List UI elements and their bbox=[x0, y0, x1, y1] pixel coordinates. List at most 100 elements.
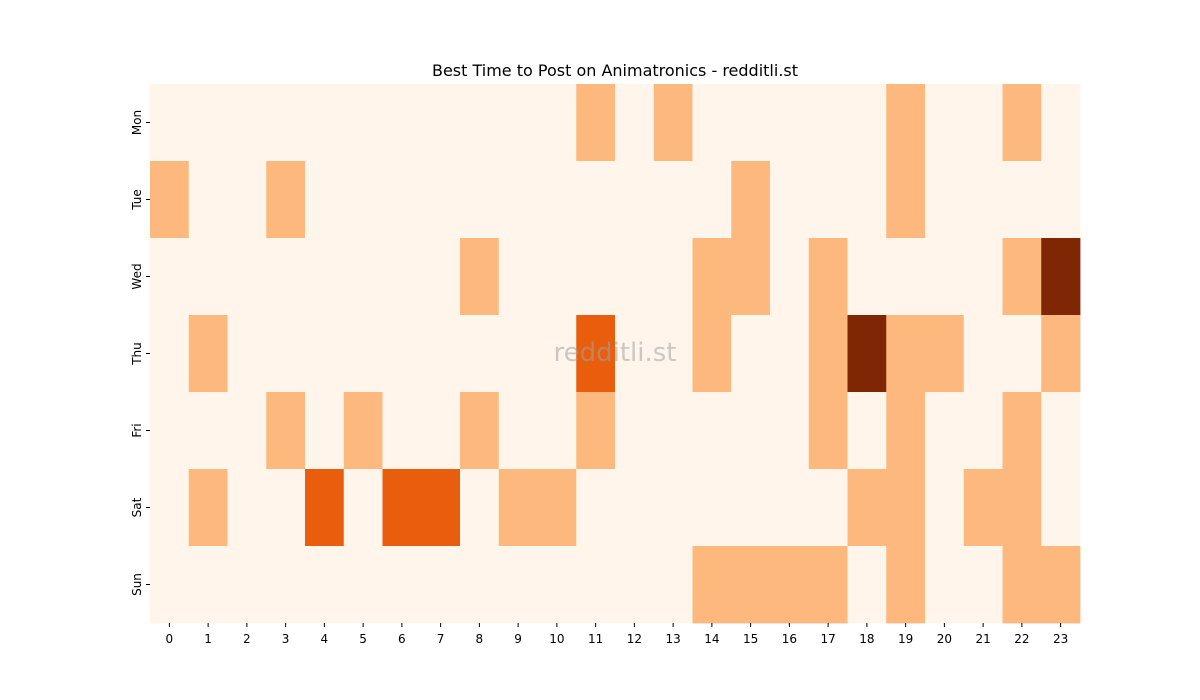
heatmap-cell-wed-23 bbox=[1041, 238, 1081, 316]
y-tick-label: Mon bbox=[130, 110, 144, 135]
x-tick-label: 17 bbox=[820, 632, 835, 646]
heatmap-cell-mon-8 bbox=[460, 84, 500, 162]
heatmap-cell-tue-10 bbox=[537, 161, 577, 239]
heatmap-cell-sat-15 bbox=[731, 469, 771, 547]
heatmap-cell-wed-17 bbox=[808, 238, 848, 316]
heatmap-cell-thu-14 bbox=[692, 315, 732, 393]
heatmap-cell-sun-21 bbox=[963, 546, 1003, 624]
heatmap-cell-tue-22 bbox=[1002, 161, 1042, 239]
heatmap-cell-wed-7 bbox=[421, 238, 461, 316]
x-tick-label: 4 bbox=[321, 632, 329, 646]
heatmap-cell-wed-3 bbox=[266, 238, 306, 316]
heatmap-cell-wed-16 bbox=[770, 238, 810, 316]
heatmap-cell-sat-22 bbox=[1002, 469, 1042, 547]
heatmap-cell-mon-9 bbox=[498, 84, 538, 162]
heatmap-cell-fri-19 bbox=[886, 392, 926, 470]
heatmap-cell-mon-10 bbox=[537, 84, 577, 162]
heatmap-cell-thu-20 bbox=[925, 315, 965, 393]
heatmap-cell-sun-11 bbox=[576, 546, 616, 624]
heatmap-cell-sun-16 bbox=[770, 546, 810, 624]
heatmap-cell-thu-13 bbox=[653, 315, 693, 393]
heatmap-cell-mon-18 bbox=[847, 84, 887, 162]
x-tick-label: 7 bbox=[437, 632, 445, 646]
heatmap-cell-fri-21 bbox=[963, 392, 1003, 470]
heatmap-cell-sat-8 bbox=[460, 469, 500, 547]
heatmap-cell-fri-12 bbox=[615, 392, 655, 470]
heatmap-cell-tue-23 bbox=[1041, 161, 1081, 239]
x-tick-label: 1 bbox=[204, 632, 212, 646]
x-tick-label: 9 bbox=[514, 632, 522, 646]
heatmap-cell-fri-10 bbox=[537, 392, 577, 470]
heatmap-cell-fri-17 bbox=[808, 392, 848, 470]
heatmap-cell-sat-23 bbox=[1041, 469, 1081, 547]
heatmap-cell-tue-7 bbox=[421, 161, 461, 239]
heatmap-cell-mon-19 bbox=[886, 84, 926, 162]
heatmap-cell-sat-3 bbox=[266, 469, 306, 547]
heatmap-cell-wed-21 bbox=[963, 238, 1003, 316]
heatmap-cell-tue-20 bbox=[925, 161, 965, 239]
heatmap-cell-sun-3 bbox=[266, 546, 306, 624]
heatmap-cell-mon-11 bbox=[576, 84, 616, 162]
x-tick-label: 20 bbox=[937, 632, 952, 646]
watermark-text: redditli.st bbox=[554, 338, 677, 368]
heatmap-cell-fri-4 bbox=[305, 392, 345, 470]
x-tick-label: 19 bbox=[898, 632, 913, 646]
heatmap-cell-thu-4 bbox=[305, 315, 345, 393]
x-tick-label: 2 bbox=[243, 632, 251, 646]
heatmap-cell-wed-9 bbox=[498, 238, 538, 316]
heatmap-cell-sat-14 bbox=[692, 469, 732, 547]
heatmap-cell-tue-18 bbox=[847, 161, 887, 239]
heatmap-cell-mon-2 bbox=[227, 84, 267, 162]
x-tick-label: 23 bbox=[1053, 632, 1068, 646]
heatmap-cell-tue-16 bbox=[770, 161, 810, 239]
x-tick-label: 11 bbox=[588, 632, 603, 646]
chart-title: Best Time to Post on Animatronics - redd… bbox=[432, 61, 798, 80]
y-tick-label: Thu bbox=[130, 342, 144, 366]
heatmap-cell-wed-10 bbox=[537, 238, 577, 316]
heatmap-cell-wed-2 bbox=[227, 238, 267, 316]
heatmap-cell-tue-6 bbox=[382, 161, 422, 239]
x-tick-label: 15 bbox=[743, 632, 758, 646]
heatmap-cell-fri-1 bbox=[188, 392, 228, 470]
heatmap-cell-wed-22 bbox=[1002, 238, 1042, 316]
heatmap-cell-fri-13 bbox=[653, 392, 693, 470]
heatmap-cell-sun-1 bbox=[188, 546, 228, 624]
heatmap-cell-mon-6 bbox=[382, 84, 422, 162]
heatmap-cell-fri-5 bbox=[343, 392, 383, 470]
heatmap-cell-sun-23 bbox=[1041, 546, 1081, 624]
heatmap-cell-fri-15 bbox=[731, 392, 771, 470]
heatmap-cell-sun-0 bbox=[150, 546, 190, 624]
heatmap-cell-tue-19 bbox=[886, 161, 926, 239]
heatmap-cell-sun-10 bbox=[537, 546, 577, 624]
heatmap-cell-wed-5 bbox=[343, 238, 383, 316]
x-tick-label: 22 bbox=[1014, 632, 1029, 646]
heatmap-cell-wed-15 bbox=[731, 238, 771, 316]
heatmap-cell-sun-17 bbox=[808, 546, 848, 624]
heatmap-cell-fri-18 bbox=[847, 392, 887, 470]
heatmap-cell-sun-8 bbox=[460, 546, 500, 624]
heatmap-cell-sat-4 bbox=[305, 469, 345, 547]
heatmap-cell-thu-7 bbox=[421, 315, 461, 393]
heatmap-cell-fri-22 bbox=[1002, 392, 1042, 470]
heatmap-cell-sat-7 bbox=[421, 469, 461, 547]
heatmap-cell-wed-4 bbox=[305, 238, 345, 316]
x-tick-label: 12 bbox=[627, 632, 642, 646]
heatmap-cell-tue-12 bbox=[615, 161, 655, 239]
heatmap-cell-mon-22 bbox=[1002, 84, 1042, 162]
heatmap-cell-thu-0 bbox=[150, 315, 190, 393]
heatmap-cell-sun-4 bbox=[305, 546, 345, 624]
heatmap-cell-thu-23 bbox=[1041, 315, 1081, 393]
heatmap-cell-mon-17 bbox=[808, 84, 848, 162]
heatmap-cell-fri-6 bbox=[382, 392, 422, 470]
heatmap-cell-sun-2 bbox=[227, 546, 267, 624]
heatmap-cell-fri-14 bbox=[692, 392, 732, 470]
heatmap-cell-fri-23 bbox=[1041, 392, 1081, 470]
heatmap-cell-mon-3 bbox=[266, 84, 306, 162]
heatmap-cell-wed-20 bbox=[925, 238, 965, 316]
heatmap-cell-sun-20 bbox=[925, 546, 965, 624]
heatmap-cell-sat-0 bbox=[150, 469, 190, 547]
heatmap-cell-fri-11 bbox=[576, 392, 616, 470]
heatmap-cell-fri-3 bbox=[266, 392, 306, 470]
heatmap-cell-wed-13 bbox=[653, 238, 693, 316]
